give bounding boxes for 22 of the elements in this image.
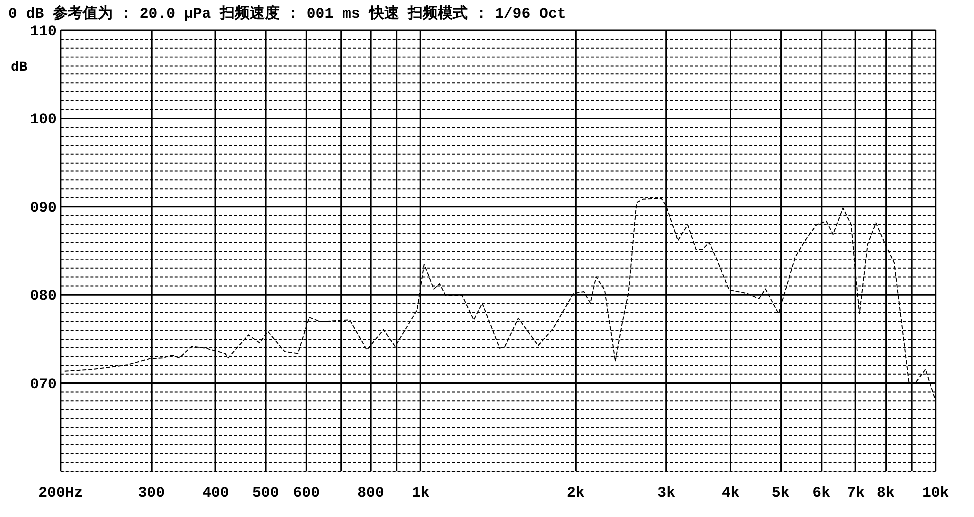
x-tick-label: 8k [877,486,895,502]
y-tick-label: 080 [30,289,58,306]
x-tick-label: 7k [847,486,866,502]
y-axis-title: dB [11,60,28,76]
y-tick-label: 090 [30,200,58,217]
chart-title: 0 dB 参考值为 : 20.0 μPa 扫频速度 : 001 ms 快速 扫频模式 : 1/96 Oct [8,4,566,24]
x-tick-label: 2k [566,486,585,502]
x-tick-label: 400 [202,486,230,502]
x-tick-label: 10k [922,486,950,502]
x-tick-label: 500 [252,486,280,502]
y-tick-label: 110 [30,24,58,41]
x-tick-label: 6k [812,486,831,502]
x-tick-label: 4k [722,486,740,502]
x-tick-label: 5k [772,486,790,502]
x-tick-label: 1k [412,486,430,502]
x-tick-label: 3k [658,486,676,502]
x-tick-label: 300 [138,486,166,502]
y-tick-label: 070 [30,377,58,394]
y-tick-label: 100 [30,112,58,129]
x-tick-label: 600 [293,486,320,502]
x-tick-label: 200Hz [38,486,84,502]
x-tick-label: 800 [358,486,384,502]
